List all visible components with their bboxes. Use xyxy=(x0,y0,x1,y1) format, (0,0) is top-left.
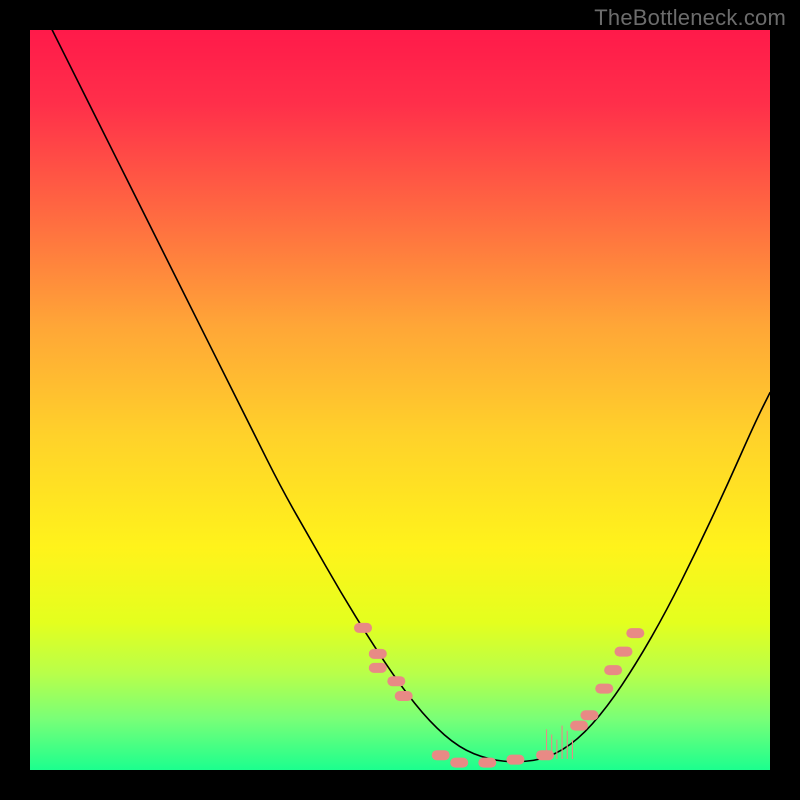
plot-area xyxy=(30,30,770,770)
curve-marker xyxy=(614,647,632,657)
curve-marker xyxy=(432,750,450,760)
curve-marker xyxy=(506,755,524,765)
curve-marker xyxy=(604,665,622,675)
chart-container: TheBottleneck.com xyxy=(0,0,800,800)
curve-marker xyxy=(387,676,405,686)
curve-marker xyxy=(395,691,413,701)
gradient-background xyxy=(30,30,770,770)
curve-marker xyxy=(570,721,588,731)
curve-marker xyxy=(369,663,387,673)
curve-marker xyxy=(536,750,554,760)
bottleneck-curve-chart xyxy=(30,30,770,770)
curve-marker xyxy=(626,628,644,638)
curve-marker xyxy=(595,684,613,694)
curve-marker xyxy=(450,758,468,768)
attribution-text: TheBottleneck.com xyxy=(594,5,786,31)
curve-marker xyxy=(354,623,372,633)
curve-marker xyxy=(369,649,387,659)
curve-marker xyxy=(580,710,598,720)
curve-marker xyxy=(478,758,496,768)
